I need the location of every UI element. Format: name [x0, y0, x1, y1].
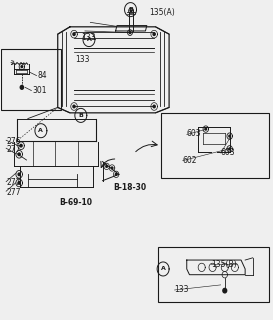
- Polygon shape: [153, 33, 155, 36]
- Polygon shape: [18, 153, 20, 156]
- Polygon shape: [106, 165, 108, 167]
- Bar: [158, 247, 269, 302]
- Bar: [161, 113, 269, 179]
- Text: 84: 84: [37, 71, 47, 80]
- Polygon shape: [229, 148, 230, 150]
- Polygon shape: [18, 182, 20, 184]
- Text: 301: 301: [32, 86, 46, 95]
- Text: 602: 602: [183, 156, 197, 165]
- Text: B-69-10: B-69-10: [59, 197, 92, 206]
- Text: A: A: [38, 128, 43, 133]
- Polygon shape: [205, 128, 207, 130]
- Text: A: A: [87, 37, 91, 42]
- Text: A: A: [161, 267, 165, 271]
- Text: 603: 603: [221, 148, 235, 157]
- Polygon shape: [115, 173, 117, 175]
- Text: B: B: [78, 113, 83, 118]
- Text: 277: 277: [7, 179, 21, 188]
- Text: 133: 133: [81, 33, 95, 42]
- Polygon shape: [229, 135, 230, 137]
- Polygon shape: [73, 105, 75, 108]
- Polygon shape: [129, 32, 131, 34]
- Text: 133: 133: [174, 285, 189, 294]
- Text: 135(B): 135(B): [211, 260, 237, 269]
- Polygon shape: [223, 288, 227, 293]
- Polygon shape: [111, 167, 113, 169]
- Text: 277: 277: [7, 188, 21, 197]
- Bar: [1, 49, 61, 110]
- Text: 135(A): 135(A): [149, 8, 174, 17]
- Text: 603: 603: [187, 129, 201, 138]
- Text: 133: 133: [75, 54, 90, 63]
- Polygon shape: [18, 173, 20, 176]
- Polygon shape: [130, 10, 132, 12]
- Polygon shape: [153, 105, 155, 108]
- Polygon shape: [73, 33, 75, 36]
- Polygon shape: [20, 144, 22, 147]
- Text: B-18-30: B-18-30: [113, 183, 147, 192]
- Text: B: B: [128, 7, 133, 12]
- Polygon shape: [20, 85, 23, 89]
- Text: 276: 276: [7, 137, 21, 146]
- Text: 277: 277: [7, 145, 21, 154]
- Polygon shape: [21, 66, 23, 68]
